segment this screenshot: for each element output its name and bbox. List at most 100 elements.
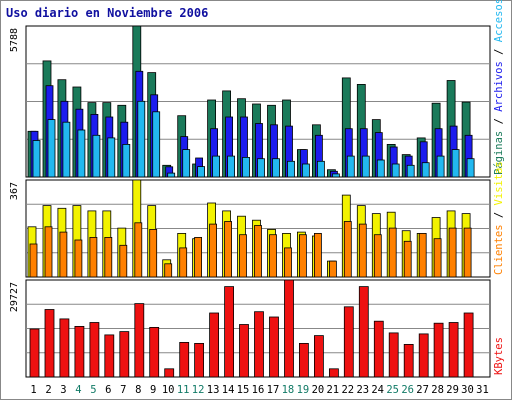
day-label-9: 9 [150,384,156,396]
kbytes-bar-kbytes-day-9 [149,326,160,378]
hits-bar-accesos-day-12 [197,166,206,178]
day-label-28: 28 [431,384,444,396]
day-label-21: 21 [326,384,339,396]
visits-ymax-label: 367 [9,182,20,200]
hits-bar-accesos-day-23 [361,155,370,178]
day-label-13: 13 [207,384,220,396]
day-label-11: 11 [177,384,190,396]
hits-bar-accesos-day-14 [227,155,236,178]
kbytes-bar-kbytes-day-5 [89,322,100,378]
day-label-19: 19 [297,384,310,396]
hits-bar-accesos-day-25 [391,163,400,178]
hits-bar-accesos-day-16 [257,158,265,178]
day-label-24: 24 [371,384,384,396]
day-label-7: 7 [120,384,126,396]
kbytes-bar-kbytes-day-12 [194,342,205,378]
day-label-22: 22 [341,384,354,396]
visits-bar-clientes-day-24 [373,234,382,278]
visits-side-legend: Clientes / Visitas [493,161,505,275]
x-axis-day-labels: 1 2 3 4 5 6 7 8 9 10 11 12 13 14 15 16 17 18 19 20 21 22 23 24 2… [30,384,488,396]
hits-bar-accesos-day-28 [436,155,445,178]
visits-bar-clientes-day-11 [179,247,188,278]
visits-bar-clientes-day-17 [269,234,277,278]
visits-legend-visitas: Visitas [493,161,505,205]
kbytes-bar-kbytes-day-10 [164,368,175,378]
day-label-23: 23 [356,384,369,396]
hits-bar-accesos-day-7 [122,143,131,178]
kbytes-bar-kbytes-day-21 [328,368,339,378]
kbytes-bar-kbytes-day-28 [433,322,444,378]
visits-bar-clientes-day-1 [29,243,38,278]
kbytes-bar-kbytes-day-29 [448,322,459,378]
day-label-30: 30 [461,384,474,396]
day-label-14: 14 [222,384,235,396]
day-label-2: 2 [45,384,51,396]
hits-bar-accesos-day-27 [421,162,430,178]
kbytes-ymax-label: 29727 [9,282,20,312]
visits-bar-clientes-day-10 [164,263,173,278]
visits-bar-clientes-day-22 [343,221,352,278]
day-label-31: 31 [476,384,489,396]
day-label-10: 10 [162,384,175,396]
visits-bar-clientes-day-30 [463,227,472,278]
kbytes-bar-kbytes-day-13 [209,312,220,378]
visits-bar-clientes-day-23 [358,223,367,278]
visits-bar-clientes-day-14 [224,221,233,278]
kbytes-bar-kbytes-day-11 [179,341,190,378]
kbytes-bar-kbytes-day-19 [298,342,309,378]
day-label-1: 1 [30,384,36,396]
kbytes-bar-kbytes-day-24 [373,320,384,378]
visits-bar-clientes-day-21 [328,260,337,278]
hits-legend-archivos: Archivos [493,61,505,112]
hits-bar-accesos-day-9 [152,111,161,178]
visits-bar-clientes-day-13 [209,223,218,278]
hits-bar-accesos-day-18 [287,160,295,178]
kbytes-bar-kbytes-day-25 [388,332,399,378]
visits-bar-clientes-day-15 [239,234,247,278]
hits-side-legend: Páginas / Archivos / Accesos [493,0,505,175]
day-label-3: 3 [60,384,66,396]
hits-legend-accesos: Accesos [493,0,505,42]
hits-bar-accesos-day-11 [182,149,191,178]
visits-bar-clientes-day-12 [194,236,203,278]
day-label-29: 29 [446,384,459,396]
visits-bar-clientes-day-4 [74,239,83,278]
visits-bar-clientes-day-20 [313,232,322,278]
kbytes-bar-kbytes-day-14 [224,286,235,378]
visits-bar-clientes-day-16 [254,225,262,278]
day-label-17: 17 [267,384,280,396]
day-label-16: 16 [252,384,265,396]
visits-bar-clientes-day-27 [418,232,427,278]
visits-bar-clientes-day-26 [403,240,412,278]
hits-bar-accesos-day-22 [346,155,355,178]
kbytes-bar-kbytes-day-15 [239,324,249,378]
visits-bar-clientes-day-19 [298,234,307,278]
day-label-8: 8 [135,384,141,396]
hits-legend-páginas: Páginas [493,131,505,175]
kbytes-bar-kbytes-day-23 [358,286,369,378]
hits-bar-accesos-day-26 [406,164,415,178]
hits-bar-accesos-day-6 [107,137,116,178]
kbytes-bar-kbytes-day-1 [29,328,40,378]
kbytes-bar-kbytes-day-8 [134,303,145,378]
kbytes-panel: 29727 KBytes [9,279,505,378]
day-label-4: 4 [75,384,81,396]
kbytes-bar-kbytes-day-16 [254,311,264,378]
visits-bar-clientes-day-9 [149,228,158,278]
hits-bar-accesos-day-17 [272,158,280,178]
kbytes-bar-kbytes-day-6 [104,334,115,378]
hits-bar-accesos-day-10 [167,172,176,178]
kbytes-bar-kbytes-day-18 [284,279,294,378]
visits-legend-clientes: Clientes [493,224,505,275]
hits-ymax-label: 5788 [9,28,20,52]
kbytes-bar-kbytes-day-4 [74,325,85,378]
kbytes-bar-kbytes-day-20 [313,335,324,378]
visits-bar-clientes-day-29 [448,227,457,278]
visits-bar-clientes-day-6 [104,236,113,278]
visits-bar-clientes-day-5 [89,236,98,278]
hits-bar-accesos-day-20 [316,160,325,178]
hits-bar-accesos-day-19 [301,163,310,178]
visits-bar-clientes-day-8 [134,222,143,278]
